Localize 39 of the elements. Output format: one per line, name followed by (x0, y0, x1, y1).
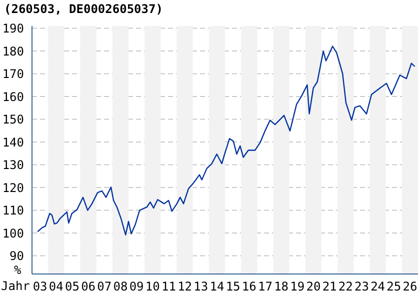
x-tick-label: 25 (386, 280, 402, 294)
y-tick-label: 130 (2, 158, 24, 172)
x-tick-label: 04 (48, 280, 64, 294)
y-tick-label: 100 (2, 226, 24, 240)
x-tick-label: 23 (354, 280, 369, 294)
x-tick-label: 10 (145, 280, 160, 294)
x-tick-label: 16 (242, 280, 256, 294)
y-axis-title: % (14, 263, 22, 277)
x-tick-label: 09 (129, 280, 144, 294)
y-tick-label: 110 (2, 204, 24, 218)
y-tick-label: 150 (2, 112, 24, 127)
x-tick-label: 19 (290, 280, 305, 294)
x-tick-label: 18 (274, 280, 289, 294)
x-tick-label: 17 (258, 280, 272, 294)
line-series (37, 46, 416, 236)
chart-title: (260503, DE0002605037) (3, 1, 164, 18)
x-tick-label: 05 (64, 280, 80, 294)
x-tick-label: 11 (161, 280, 176, 294)
x-tick-label: 03 (32, 280, 48, 294)
y-tick-label: 160 (2, 90, 24, 104)
x-tick-label: 12 (178, 280, 192, 294)
x-tick-label: 21 (322, 280, 337, 294)
x-tick-label: 24 (370, 280, 386, 294)
y-tick-label: 170 (2, 67, 24, 82)
x-tick-label: 07 (97, 280, 112, 294)
x-tick-label: 20 (306, 280, 321, 294)
x-axis-title: Jahr (1, 279, 30, 293)
x-tick-label: 06 (81, 280, 96, 294)
x-tick-label: 26 (402, 280, 418, 294)
x-tick-label: 13 (194, 280, 208, 294)
y-tick-label: 90 (10, 249, 24, 264)
y-tick-label: 120 (2, 180, 24, 195)
y-tick-label: 180 (2, 44, 24, 58)
x-tick-label: 15 (226, 280, 240, 294)
y-tick-label: 140 (2, 135, 24, 150)
x-tick-label: 08 (113, 280, 128, 294)
x-tick-label: 22 (338, 280, 353, 294)
y-tick-label: 190 (2, 22, 24, 36)
x-tick-label: 14 (210, 280, 224, 294)
